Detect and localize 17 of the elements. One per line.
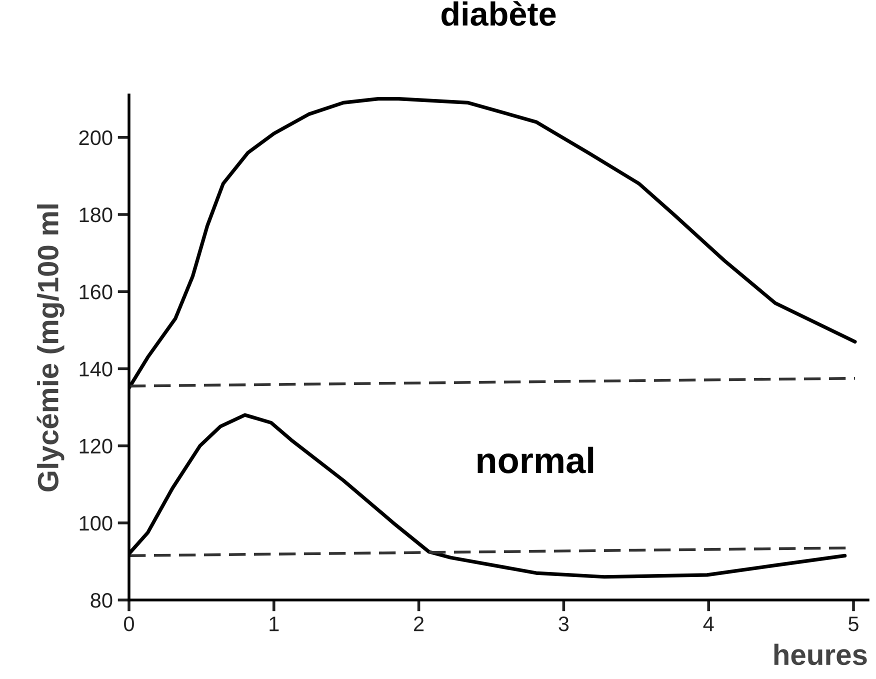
y-axis-title: Glycémie (mg/100 ml <box>36 204 64 492</box>
annotation: normal <box>478 446 594 474</box>
y-tick-label: 180 <box>80 208 112 222</box>
y-tick-label: 160 <box>80 284 112 300</box>
y-tick-label: 80 <box>90 593 112 608</box>
y-tick-label: 100 <box>80 516 112 531</box>
x-tick-label: 1 <box>270 616 279 632</box>
y-tick-label: 200 <box>79 130 112 146</box>
chart-title: diabète <box>442 1 556 26</box>
x-axis-title: heures <box>774 644 867 666</box>
x-tick-label: 3 <box>558 616 569 632</box>
x-tick-label: 5 <box>848 616 858 632</box>
y-tick-label: 140 <box>80 362 112 376</box>
x-tick-label: 2 <box>414 616 424 632</box>
x-tick-label: 0 <box>124 616 134 632</box>
x-tick-label: 4 <box>703 616 714 632</box>
y-tick-label: 120 <box>80 438 112 454</box>
